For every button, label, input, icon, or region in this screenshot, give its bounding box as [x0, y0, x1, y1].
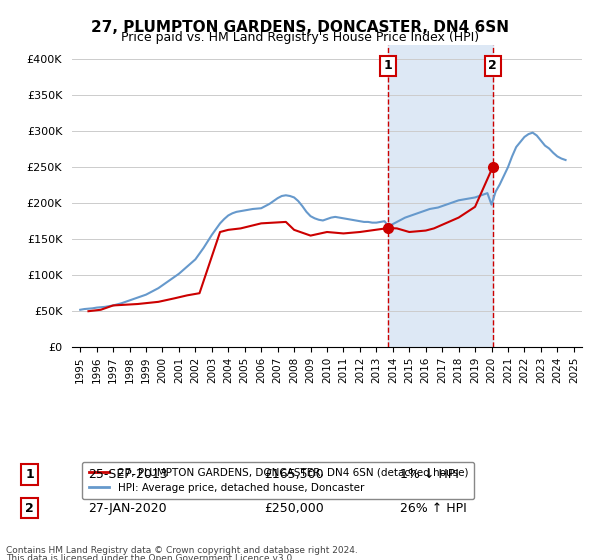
Text: This data is licensed under the Open Government Licence v3.0.: This data is licensed under the Open Gov… [6, 554, 295, 560]
Text: Contains HM Land Registry data © Crown copyright and database right 2024.: Contains HM Land Registry data © Crown c… [6, 546, 358, 555]
Text: 27-JAN-2020: 27-JAN-2020 [88, 502, 167, 515]
Text: 1: 1 [384, 59, 393, 72]
Text: £165,500: £165,500 [265, 468, 325, 481]
Bar [388, 45, 493, 347]
Text: 2: 2 [488, 59, 497, 72]
Text: 27, PLUMPTON GARDENS, DONCASTER, DN4 6SN: 27, PLUMPTON GARDENS, DONCASTER, DN4 6SN [91, 20, 509, 35]
Text: Price paid vs. HM Land Registry's House Price Index (HPI): Price paid vs. HM Land Registry's House … [121, 31, 479, 44]
Text: 2: 2 [25, 502, 34, 515]
Text: 25-SEP-2013: 25-SEP-2013 [88, 468, 168, 481]
Text: 1% ↓ HPI: 1% ↓ HPI [400, 468, 459, 481]
Legend: 27, PLUMPTON GARDENS, DONCASTER, DN4 6SN (detached house), HPI: Average price, d: 27, PLUMPTON GARDENS, DONCASTER, DN4 6SN… [82, 461, 475, 499]
Text: £250,000: £250,000 [265, 502, 325, 515]
Text: 26% ↑ HPI: 26% ↑ HPI [400, 502, 467, 515]
Text: 1: 1 [25, 468, 34, 481]
